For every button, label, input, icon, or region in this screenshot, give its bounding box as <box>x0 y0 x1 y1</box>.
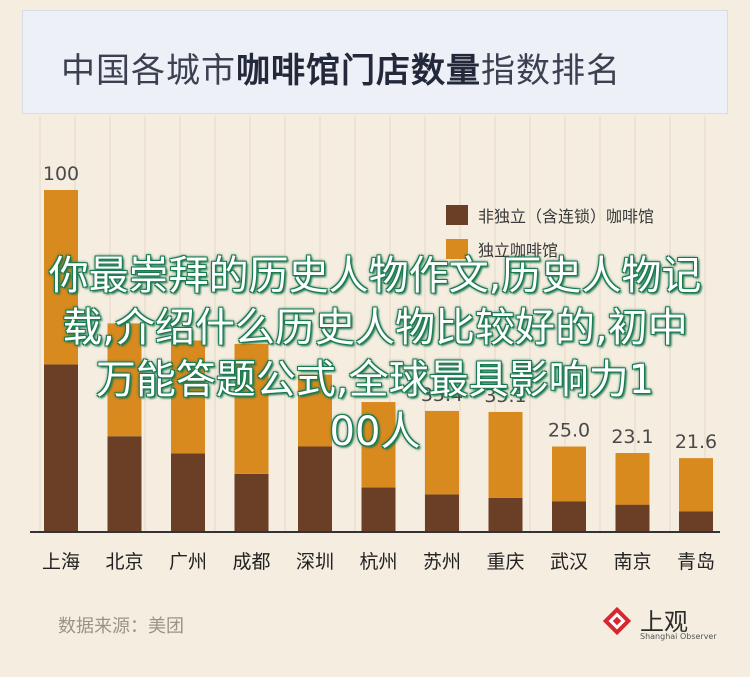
legend-label-non-independent: 非独立（含连锁）咖啡馆 <box>478 207 655 226</box>
bar-non-independent <box>171 453 205 532</box>
legend: 非独立（含连锁）咖啡馆 独立咖啡馆 <box>446 202 654 270</box>
bar-non-independent <box>107 436 142 532</box>
bar-independent <box>425 410 459 495</box>
bar-non-independent <box>679 511 713 532</box>
x-tick-label: 深圳 <box>296 551 334 573</box>
bar-independent <box>234 343 269 474</box>
legend-item-independent: 独立咖啡馆 <box>446 236 654 262</box>
overlay-line-4: 00人 <box>329 409 421 455</box>
data-label: 35.4 <box>421 384 463 406</box>
title-part-1: 中国各城市 <box>61 51 236 91</box>
bar-independent <box>679 458 713 512</box>
bar-non-independent <box>298 446 332 532</box>
bar-non-independent <box>44 364 78 532</box>
x-tick-label: 苏州 <box>423 551 461 573</box>
x-tick-label: 重庆 <box>486 551 524 573</box>
overlay-caption: 你最崇拜的历史人物作文,历史人物记 载,介绍什么历史人物比较好的,初中 万能答题… <box>0 250 750 458</box>
data-label: 100 <box>43 163 79 185</box>
bar-non-independent <box>488 497 523 532</box>
bar-non-independent <box>552 501 586 532</box>
logo-name: 上观 <box>640 608 688 636</box>
overlay-line-3: 万能答题公式,全球最具影响力1 <box>95 357 655 403</box>
data-label: 21.6 <box>675 431 717 453</box>
legend-item-non-independent: 非独立（含连锁）咖啡馆 <box>446 202 654 228</box>
overlay-line-2: 载,介绍什么历史人物比较好的,初中 <box>62 305 688 351</box>
source-note: 数据来源：美团 <box>58 616 184 637</box>
bar-independent <box>44 190 78 365</box>
x-tick-label: 青岛 <box>677 551 715 573</box>
x-tick-label: 北京 <box>105 551 143 573</box>
bar-independent <box>488 411 523 498</box>
bar-independent <box>171 340 205 454</box>
data-label: 23.1 <box>611 426 653 448</box>
bar-non-independent <box>425 494 459 532</box>
x-tick-label: 武汉 <box>550 551 588 573</box>
bar-independent <box>552 446 586 502</box>
data-label: 35.1 <box>484 385 526 407</box>
bar-non-independent <box>615 504 650 532</box>
x-tick-label: 南京 <box>613 551 651 573</box>
x-tick-label: 上海 <box>42 551 80 573</box>
bar-independent <box>615 452 650 505</box>
bar-non-independent <box>234 473 269 532</box>
bar-independent <box>298 374 332 447</box>
shanghai-observer-logo-icon <box>602 606 632 636</box>
bar-independent <box>107 323 142 437</box>
overlay-line-1: 你最崇拜的历史人物作文,历史人物记 <box>48 253 702 299</box>
title-part-3: 指数排名 <box>481 51 621 91</box>
title-part-2: 咖啡馆门店数量 <box>236 51 481 91</box>
x-tick-label: 广州 <box>169 551 207 573</box>
legend-label-independent: 独立咖啡馆 <box>478 241 559 260</box>
legend-swatch-non-independent <box>446 205 468 225</box>
x-tick-label: 成都 <box>232 551 270 573</box>
logo-subtitle: Shanghai Observer <box>640 632 717 641</box>
bar-non-independent <box>361 487 396 532</box>
legend-swatch-independent <box>446 239 468 259</box>
title-banner: 中国各城市咖啡馆门店数量指数排名 <box>22 10 728 114</box>
bar-independent <box>361 402 396 488</box>
chart-title: 中国各城市咖啡馆门店数量指数排名 <box>61 43 621 92</box>
data-label: 25.0 <box>548 420 590 442</box>
x-tick-label: 杭州 <box>359 551 397 573</box>
